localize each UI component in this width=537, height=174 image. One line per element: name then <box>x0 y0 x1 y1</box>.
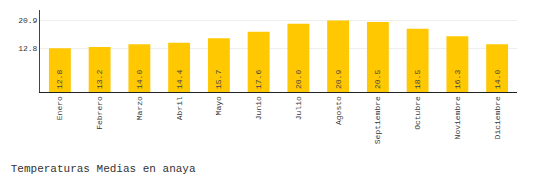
svg-text:20.5: 20.5 <box>373 70 382 89</box>
svg-text:Octubre: Octubre <box>413 96 422 130</box>
svg-text:14.0: 14.0 <box>135 70 144 89</box>
svg-text:20.0: 20.0 <box>294 70 303 89</box>
svg-text:14.4: 14.4 <box>175 70 184 89</box>
svg-text:15.7: 15.7 <box>214 70 223 89</box>
svg-text:20.9: 20.9 <box>334 70 343 89</box>
svg-text:13.2: 13.2 <box>95 70 104 89</box>
svg-text:Noviembre: Noviembre <box>453 96 462 139</box>
svg-text:Marzo: Marzo <box>135 96 144 120</box>
svg-text:Enero: Enero <box>55 96 64 120</box>
svg-text:14.0: 14.0 <box>493 70 502 89</box>
svg-text:17.6: 17.6 <box>254 70 263 89</box>
svg-text:Agosto: Agosto <box>334 96 343 125</box>
svg-text:Junio: Junio <box>254 96 263 120</box>
svg-text:Diciembre: Diciembre <box>493 96 502 139</box>
svg-text:16.3: 16.3 <box>453 70 462 89</box>
svg-text:Temperaturas Medias en anaya: Temperaturas Medias en anaya <box>11 163 196 174</box>
svg-text:Febrero: Febrero <box>95 96 104 130</box>
svg-text:20.9: 20.9 <box>18 16 37 25</box>
svg-text:Mayo: Mayo <box>214 96 223 115</box>
svg-text:Septiembre: Septiembre <box>373 96 382 144</box>
svg-text:Abril: Abril <box>175 96 184 120</box>
svg-text:18.5: 18.5 <box>413 70 422 89</box>
svg-text:12.8: 12.8 <box>18 44 37 53</box>
svg-text:12.8: 12.8 <box>55 70 64 89</box>
svg-text:Julio: Julio <box>294 96 303 120</box>
